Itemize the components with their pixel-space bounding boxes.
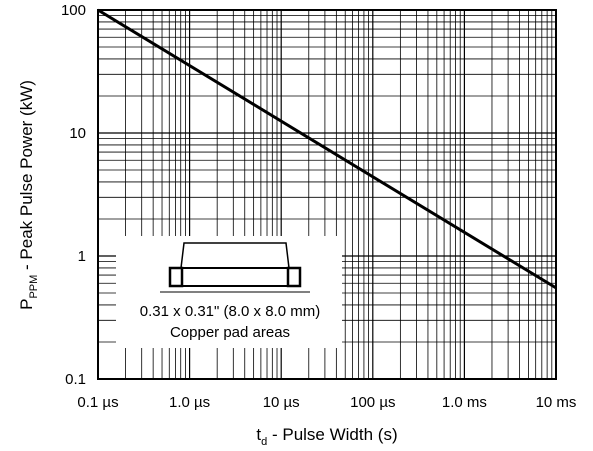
package-outline-icon (160, 242, 310, 293)
annotation-line-1: 0.31 x 0.31" (8.0 x 8.0 mm) (140, 303, 320, 320)
x-tick-label: 100 µs (350, 394, 395, 411)
annotation-line-2: Copper pad areas (170, 324, 290, 341)
y-tick-label: 1 (78, 248, 86, 265)
x-axis-title: td - Pulse Width (s) (256, 425, 397, 448)
plot-frame (97, 9, 557, 380)
x-tick-label: 1.0 µs (169, 394, 210, 411)
x-tick-label: 1.0 ms (442, 394, 487, 411)
y-tick-label: 0.1 (65, 371, 86, 388)
package-inset: 0.31 x 0.31" (8.0 x 8.0 mm) Copper pad a… (116, 236, 342, 348)
y-tick-label: 100 (61, 2, 86, 19)
y-axis-title: PPPM - Peak Pulse Power (kW) (17, 80, 40, 310)
x-tick-label: 10 µs (263, 394, 300, 411)
y-tick-labels: 100 10 1 0.1 (61, 2, 86, 388)
x-tick-label: 0.1 µs (77, 394, 118, 411)
x-tick-label: 10 ms (536, 394, 577, 411)
series-group (97, 8, 557, 290)
x-tick-labels: 0.1 µs 1.0 µs 10 µs 100 µs 1.0 ms 10 ms (77, 394, 576, 411)
series-line (97, 8, 557, 290)
y-tick-label: 10 (69, 125, 86, 142)
